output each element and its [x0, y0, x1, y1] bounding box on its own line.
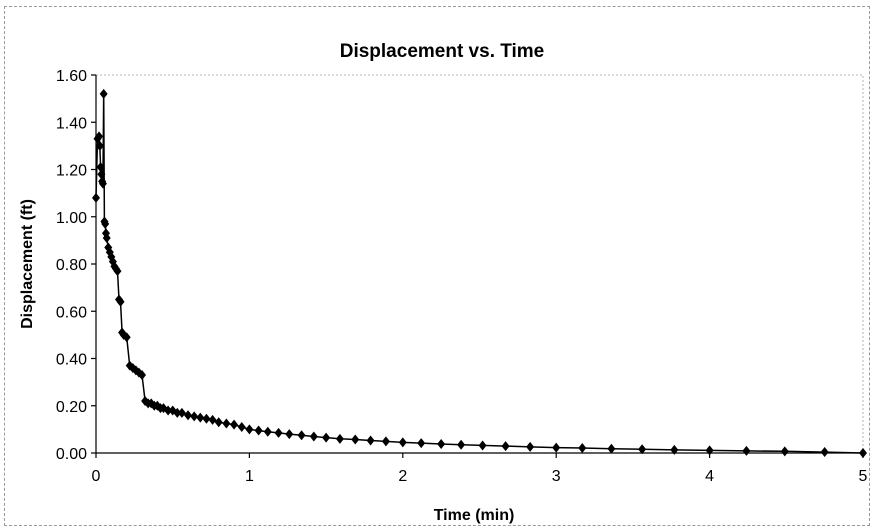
y-tick-label: 1.40: [56, 115, 87, 132]
data-point: [96, 162, 105, 173]
data-point: [381, 436, 390, 447]
data-point: [254, 425, 263, 436]
data-point: [95, 131, 104, 142]
data-point: [263, 426, 272, 437]
x-tick-label: 2: [398, 468, 407, 485]
data-point: [97, 169, 106, 180]
data-point: [214, 417, 223, 428]
data-point: [274, 427, 283, 438]
data-point: [526, 441, 535, 452]
data-point: [417, 438, 426, 449]
x-tick-label: 1: [245, 468, 254, 485]
y-tick-label: 0.40: [56, 352, 87, 369]
data-point: [102, 233, 111, 244]
data-point: [177, 407, 186, 418]
data-point: [92, 192, 100, 203]
y-tick-label: 1.00: [56, 210, 87, 227]
data-markers: [92, 88, 867, 458]
data-point: [116, 296, 125, 307]
data-point: [578, 443, 587, 454]
y-tick-label: 1.60: [56, 68, 87, 85]
data-point: [285, 429, 294, 440]
data-point: [297, 430, 306, 441]
chart-title: Displacement vs. Time: [340, 41, 545, 62]
data-point: [457, 439, 466, 450]
y-tick-label: 0.80: [56, 257, 87, 274]
data-point: [366, 435, 375, 446]
x-tick-label: 3: [552, 468, 561, 485]
series-line: [95, 93, 864, 454]
data-point: [501, 441, 510, 452]
data-point: [245, 424, 254, 435]
data-point: [351, 434, 360, 445]
data-point: [437, 439, 446, 450]
x-tick-label: 0: [92, 468, 101, 485]
data-point: [222, 418, 231, 429]
y-tick-label: 0.00: [56, 446, 87, 463]
data-point: [99, 88, 108, 99]
data-point: [638, 444, 647, 455]
x-tick-label: 4: [705, 468, 714, 485]
data-point: [398, 437, 407, 448]
data-point: [190, 411, 199, 422]
data-point: [780, 446, 789, 457]
data-point: [173, 407, 182, 418]
y-axis-ticks: 0.00 0.20 0.40 0.60 0.80 1.00 1.20 1.40 1.60: [56, 68, 96, 463]
data-point: [138, 370, 147, 381]
x-axis-ticks: 0 1 2 3 4 5: [92, 453, 868, 485]
data-point: [670, 444, 679, 455]
data-point: [196, 412, 205, 423]
data-point: [820, 447, 829, 458]
data-point: [859, 448, 867, 458]
data-point: [164, 405, 173, 416]
data-point: [607, 443, 616, 454]
data-point: [742, 445, 751, 456]
y-axis-label: Displacement (ft): [19, 199, 36, 329]
data-point: [309, 431, 318, 442]
data-point: [322, 432, 331, 443]
data-point: [478, 440, 487, 451]
data-point: [101, 218, 110, 229]
data-point: [95, 140, 104, 151]
plot-area: [95, 74, 864, 454]
data-point: [552, 442, 561, 453]
y-tick-label: 1.20: [56, 163, 87, 180]
data-point: [230, 419, 239, 430]
chart-frame: [4, 6, 870, 526]
data-point: [98, 178, 107, 189]
data-point: [705, 445, 714, 456]
data-point: [122, 332, 131, 343]
data-point: [237, 422, 246, 433]
data-point: [202, 413, 211, 424]
x-tick-label: 5: [859, 468, 868, 485]
y-tick-label: 0.60: [56, 304, 87, 321]
data-point: [208, 414, 217, 425]
data-point: [184, 410, 193, 421]
data-point: [335, 433, 344, 444]
x-axis-label: Time (min): [434, 507, 515, 524]
y-tick-label: 0.20: [56, 399, 87, 416]
data-point: [113, 266, 122, 277]
